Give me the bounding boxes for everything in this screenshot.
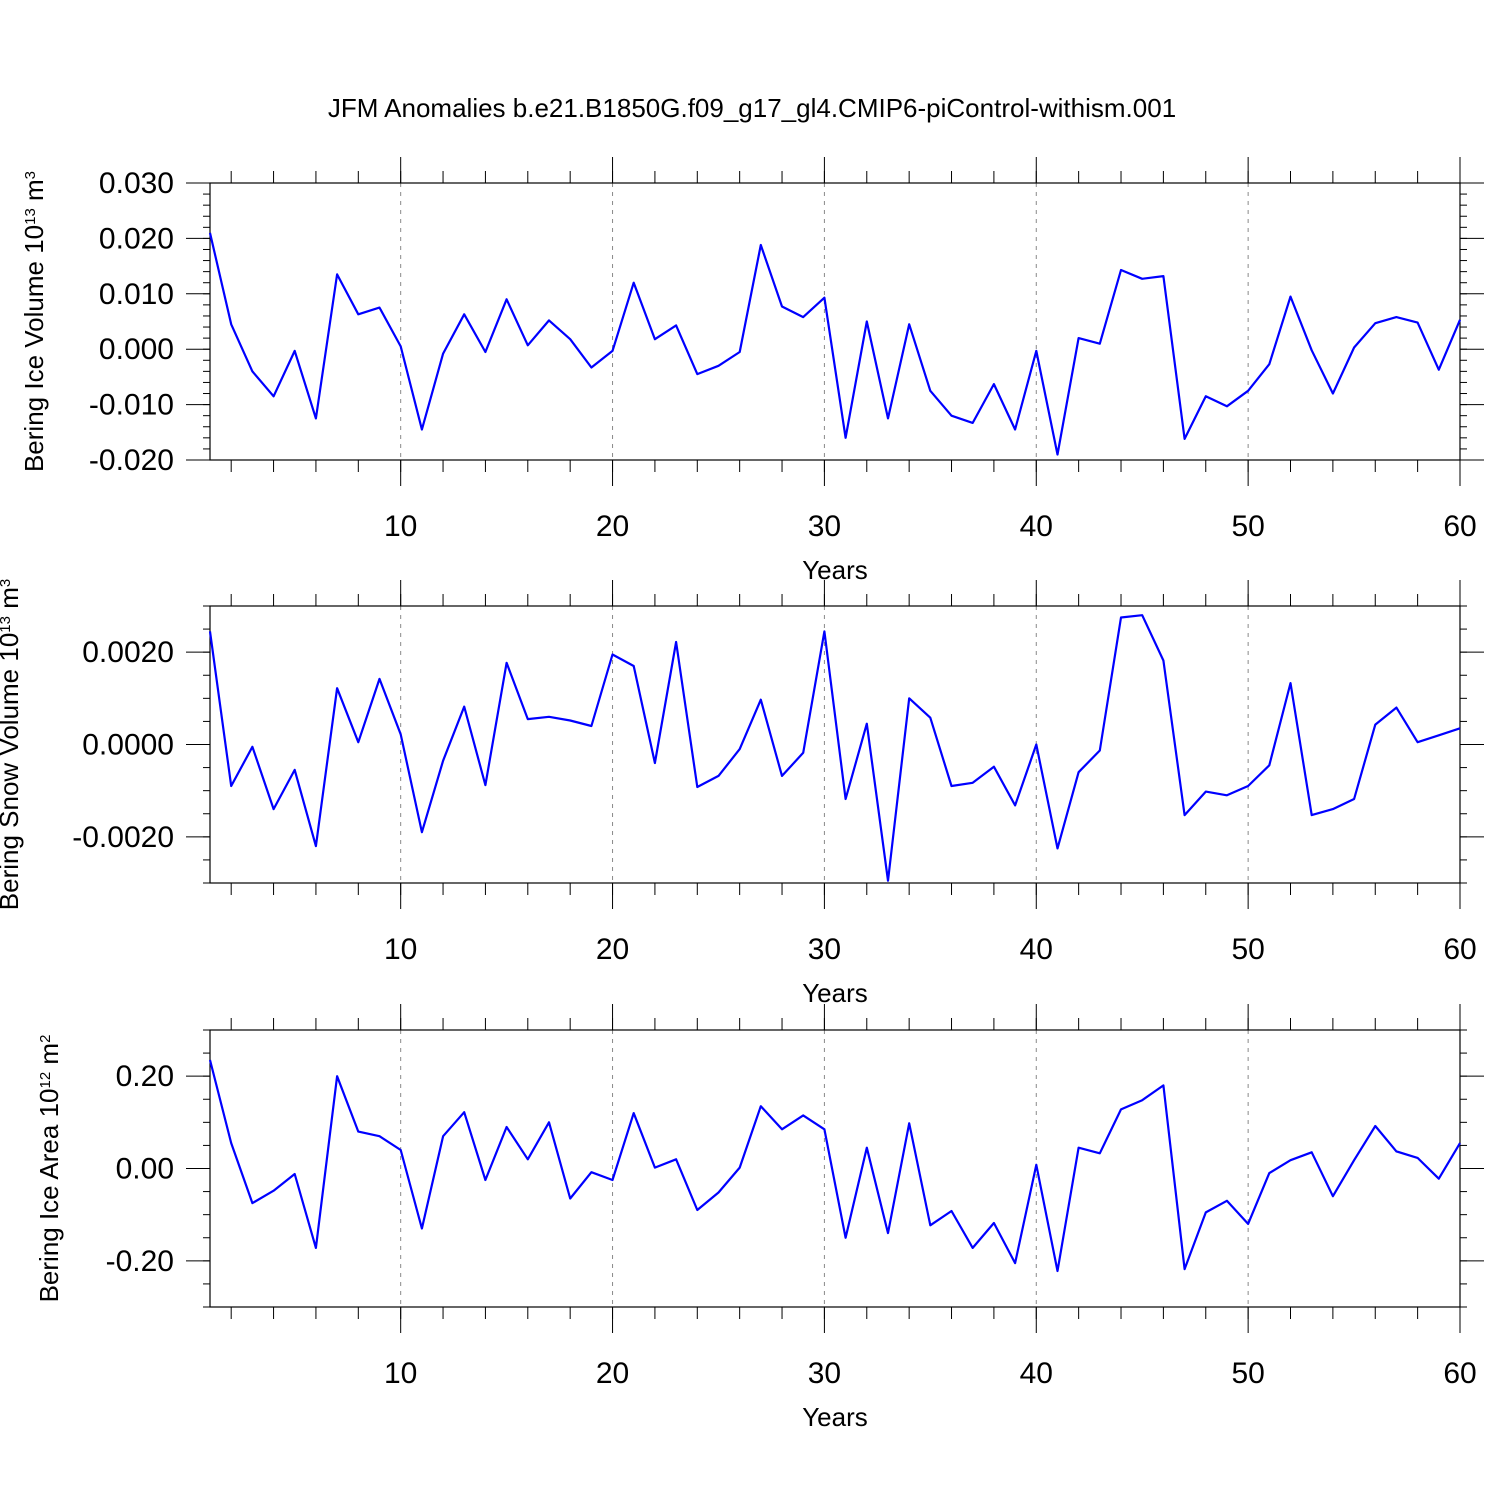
x-tick-label: 20 (596, 510, 629, 543)
series-line (208, 1059, 1461, 1273)
x-tick-label: 50 (1231, 510, 1264, 543)
y-tick-label: -0.010 (89, 389, 174, 422)
y-tick-label: 0.00 (116, 1153, 174, 1186)
y-axis-label: Bering Ice Area 1012 m2 (34, 1035, 64, 1303)
x-tick-label: 30 (808, 933, 841, 966)
y-tick-label: 0.000 (99, 333, 174, 366)
x-axis-label: Years (802, 1402, 868, 1432)
snow-volume-panel: -0.0020 0.0000 0.0020 10 20 30 40 50 60 Years Beri… (0, 579, 1484, 1008)
x-tick-label: 20 (596, 1357, 629, 1390)
x-tick-label: 40 (1020, 1357, 1053, 1390)
ice-volume-panel: -0.020 -0.010 0.000 0.010 0.020 0.030 10 20 30 40… (19, 157, 1484, 585)
y-tick-label: -0.020 (89, 444, 174, 477)
x-tick-label: 10 (384, 933, 417, 966)
series-line (208, 614, 1461, 882)
x-tick-label: 30 (808, 510, 841, 543)
x-tick-label: 50 (1231, 933, 1264, 966)
x-tick-label: 40 (1020, 510, 1053, 543)
chart-title: JFM Anomalies b.e21.B1850G.f09_g17_gl4.C… (328, 93, 1176, 123)
y-tick-label: 0.010 (99, 278, 174, 311)
y-axis-label: Bering Snow Volume 1013 m3 (0, 579, 24, 910)
x-tick-label: 30 (808, 1357, 841, 1390)
x-tick-label: 10 (384, 510, 417, 543)
y-tick-label: 0.0020 (82, 636, 174, 669)
x-tick-label: 60 (1443, 510, 1476, 543)
x-tick-label: 50 (1231, 1357, 1264, 1390)
ice-area-panel: -0.20 0.00 0.20 10 20 30 40 50 60 Years Bering Ice… (34, 1004, 1484, 1432)
y-tick-label: 0.020 (99, 222, 174, 255)
x-tick-label: 40 (1020, 933, 1053, 966)
series-line (208, 232, 1462, 456)
plot-frame (209, 182, 1461, 461)
y-tick-label: -0.20 (106, 1245, 174, 1278)
y-tick-label: 0.20 (116, 1060, 174, 1093)
plot-frame (209, 1029, 1461, 1308)
x-axis-label: Years (802, 555, 868, 585)
x-tick-label: 10 (384, 1357, 417, 1390)
y-tick-label: -0.0020 (72, 821, 174, 854)
x-tick-label: 60 (1443, 1357, 1476, 1390)
y-tick-label: 0.030 (99, 167, 174, 200)
x-tick-label: 20 (596, 933, 629, 966)
plot-frame (209, 605, 1461, 884)
y-axis-label: Bering Ice Volume 1013 m3 (19, 171, 49, 472)
x-axis-label: Years (802, 978, 868, 1008)
x-tick-label: 60 (1443, 933, 1476, 966)
y-tick-label: 0.0000 (82, 729, 174, 762)
